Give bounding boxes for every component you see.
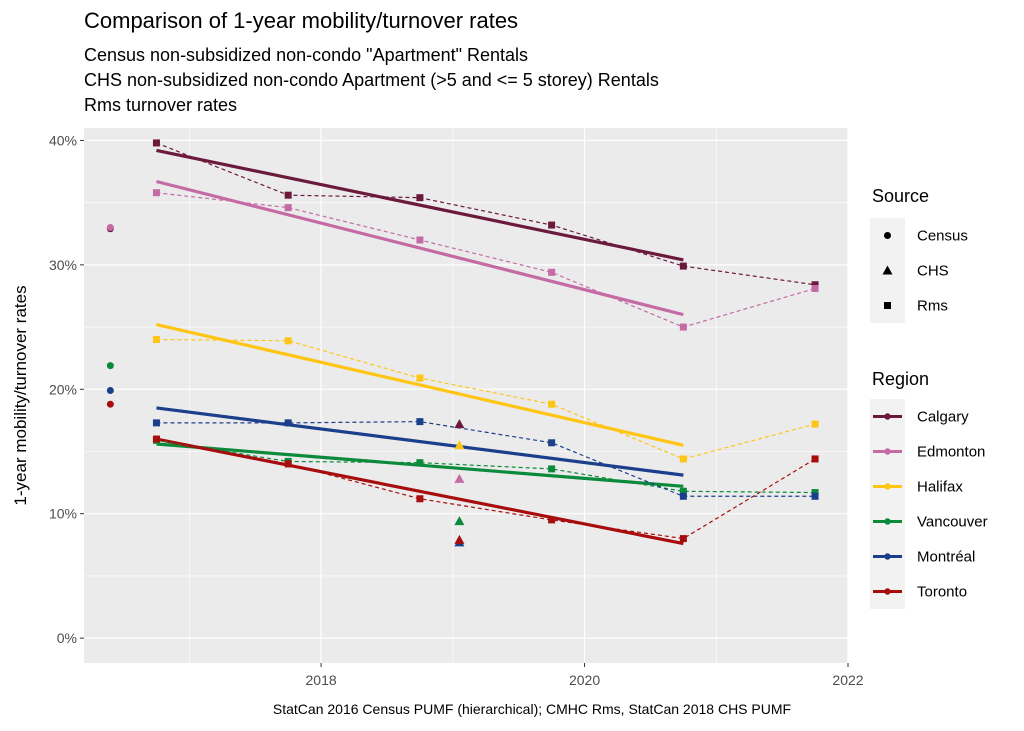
chart-subtitle-line-2: CHS non-subsidized non-condo Apartment (…: [84, 70, 659, 90]
y-tick-label: 20%: [49, 381, 77, 397]
legend-region-label: Edmonton: [917, 444, 985, 461]
chs-point-edmonton: [454, 473, 465, 483]
rms-point-calgary: [811, 281, 819, 289]
chart-caption: StatCan 2016 Census PUMF (hierarchical);…: [272, 701, 792, 717]
trend-line-edmonton: [156, 179, 684, 317]
rms-point-toronto: [152, 435, 160, 443]
grid-major: [84, 128, 849, 663]
rms-point-halifax: [548, 400, 556, 408]
rms-line-vancouver: [156, 439, 816, 494]
rms-point-vancouver: [679, 487, 687, 495]
legend-key-triangle: [882, 265, 893, 275]
y-axis: 0% 10% 20% 30% 40%: [49, 132, 84, 646]
rms-point-calgary: [152, 139, 160, 147]
legend-key-point: [884, 413, 891, 420]
rms-point-toronto: [679, 535, 687, 543]
rms-line-toronto: [156, 438, 816, 540]
legend-source-label: Rms: [917, 298, 948, 315]
chs-point-toronto: [454, 534, 465, 544]
rms-point-edmonton: [811, 285, 819, 292]
chart-subtitle-line-3: Rms turnover rates: [84, 95, 238, 115]
legend-region-label: Calgary: [917, 409, 969, 426]
x-axis: 2018 2020 2022: [306, 663, 864, 688]
rms-point-halifax: [811, 420, 819, 428]
rms-line-montreal: [156, 421, 816, 497]
rms-point-calgary: [416, 194, 424, 202]
rms-point-edmonton: [548, 268, 556, 276]
rms-point-montreal: [679, 492, 687, 500]
data-points: [106, 139, 819, 547]
chs-point-vancouver: [454, 516, 465, 526]
census-point-edmonton: [106, 224, 114, 232]
legend-region-label: Montréal: [917, 549, 975, 566]
x-tick-label: 2020: [569, 672, 600, 688]
chs-point-halifax: [454, 440, 465, 450]
rms-point-montreal: [152, 419, 160, 427]
rms-point-halifax: [284, 337, 292, 345]
legend-key-square: [884, 302, 891, 309]
rms-point-montreal: [811, 492, 819, 500]
chart-title: Comparison of 1-year mobility/turnover r…: [84, 8, 519, 33]
chart-subtitle-line-1: Census non-subsidized non-condo "Apartme…: [84, 45, 529, 65]
x-tick-label: 2018: [306, 672, 337, 688]
rms-point-vancouver: [548, 465, 556, 473]
legend-source-label: Census: [917, 228, 968, 245]
trend-line-calgary: [156, 148, 684, 262]
x-tick-label: 2022: [832, 672, 863, 688]
rms-point-calgary: [284, 191, 292, 199]
legend-key-point: [884, 588, 891, 595]
rms-point-edmonton: [416, 236, 424, 244]
rms-line-edmonton: [156, 192, 816, 328]
legend-region-title: Region: [872, 369, 929, 389]
rms-point-vancouver: [416, 459, 424, 467]
rms-point-vancouver: [811, 489, 819, 497]
rms-point-montreal: [416, 418, 424, 426]
rms-point-toronto: [811, 455, 819, 463]
rms-line-halifax: [156, 338, 816, 460]
rms-dashed-lines: [156, 142, 816, 540]
rms-point-montreal: [548, 439, 556, 447]
rms-point-edmonton: [284, 204, 292, 212]
chs-point-calgary: [454, 419, 465, 429]
rms-point-montreal: [284, 419, 292, 427]
legend-source-label: CHS: [917, 263, 949, 280]
legend-source-title: Source: [872, 186, 929, 206]
census-point-montreal: [106, 387, 114, 395]
legend-key-circle: [884, 232, 891, 239]
rms-point-halifax: [679, 455, 687, 463]
census-point-vancouver: [106, 362, 114, 370]
y-tick-label: 10%: [49, 506, 77, 522]
rms-point-toronto: [548, 516, 556, 524]
legend-region-label: Toronto: [917, 584, 967, 601]
rms-point-calgary: [679, 262, 687, 270]
y-tick-label: 40%: [49, 132, 77, 148]
legend-region: Region Calgary Edmonton Halifax Vancouver Mon…: [870, 369, 988, 609]
legend-key-point: [884, 448, 891, 455]
trend-line-halifax: [156, 323, 684, 447]
legend-key-point: [884, 483, 891, 490]
legend-region-label: Halifax: [917, 479, 963, 496]
rms-point-toronto: [284, 460, 292, 468]
trend-line-montreal: [156, 406, 684, 477]
legend-region-label: Vancouver: [917, 514, 988, 531]
y-tick-label: 0%: [57, 630, 77, 646]
rms-point-calgary: [548, 221, 556, 229]
rms-point-halifax: [152, 336, 160, 344]
y-axis-title: 1-year mobility/turnover rates: [11, 285, 30, 505]
legend-key-point: [884, 518, 891, 525]
legend-source: Source Census CHS Rms: [870, 186, 968, 323]
rms-point-toronto: [416, 495, 424, 503]
grid-minor: [84, 128, 848, 663]
rms-point-edmonton: [679, 323, 687, 331]
y-tick-label: 30%: [49, 257, 77, 273]
rms-point-edmonton: [152, 189, 160, 197]
rms-point-halifax: [416, 374, 424, 382]
rms-line-calgary: [156, 142, 816, 286]
census-point-toronto: [106, 400, 114, 408]
legend-key-point: [884, 553, 891, 560]
